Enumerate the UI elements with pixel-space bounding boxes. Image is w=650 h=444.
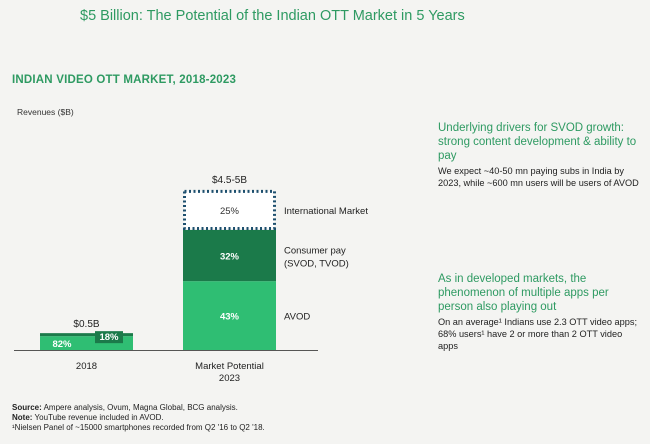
category-label-2023: Market Potential (195, 361, 264, 372)
driver-block-svod: Underlying drivers for SVOD growth: stro… (438, 121, 643, 189)
bar-2023-international-market (183, 189, 276, 230)
driver-body: We expect ~40-50 mn paying subs in India… (438, 166, 639, 188)
footer-sources: Source: Ampere analysis, Ovum, Magna Glo… (12, 403, 265, 433)
data-label-2023-avod: 43% (220, 312, 240, 323)
note-label: Note: (12, 413, 33, 422)
y-axis-label: Revenues ($B) (17, 107, 74, 117)
page-title: $5 Billion: The Potential of the Indian … (80, 8, 465, 24)
driver-block-multi-app: As in developed markets, the phenomenon … (438, 272, 643, 352)
footnote: ¹Nielsen Panel of ~15000 smartphones rec… (12, 423, 265, 432)
data-label-2023-international: 25% (220, 206, 240, 217)
total-label-2018: $0.5B (73, 319, 99, 330)
legend-consumer-pay-detail: (SVOD, TVOD) (284, 259, 349, 270)
category-label-2018: 2018 (76, 361, 97, 372)
data-label-box-2018-consumer (95, 331, 123, 344)
note-text: YouTube revenue included in AVOD. (32, 413, 164, 422)
driver-heading: As in developed markets, the phenomenon … (438, 273, 609, 313)
bar-2023-avod (183, 281, 276, 350)
bar-2018-consumer-pay (40, 333, 133, 337)
driver-heading: Underlying drivers for SVOD growth: stro… (438, 122, 637, 162)
data-label-2023-consumer-pay: 32% (220, 252, 240, 263)
legend-consumer-pay: Consumer pay (284, 246, 346, 257)
legend-international-market: International Market (284, 206, 368, 217)
bar-2023-consumer-pay (183, 229, 276, 282)
data-label-2018-avod: 82% (52, 339, 72, 350)
driver-body: On an average¹ Indians use 2.3 OTT video… (438, 317, 638, 351)
category-label-2023-year: 2023 (219, 373, 240, 384)
source-label: Source: (12, 403, 42, 412)
chart-title: INDIAN VIDEO OTT MARKET, 2018-2023 (12, 74, 237, 86)
legend-avod: AVOD (284, 312, 310, 323)
data-label-2018-consumer-pay: 18% (99, 332, 119, 343)
total-label-2023: $4.5-5B (212, 175, 247, 186)
source-text: Ampere analysis, Ovum, Magna Global, BCG… (41, 403, 238, 412)
